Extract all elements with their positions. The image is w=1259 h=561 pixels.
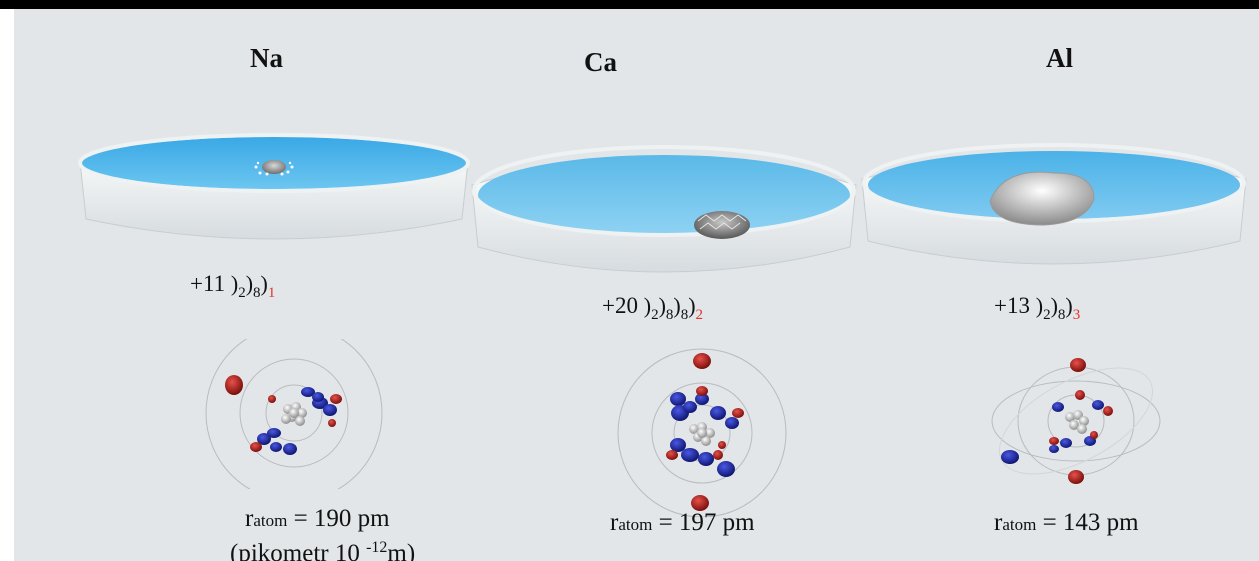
valence-electrons: 2 bbox=[695, 307, 704, 323]
electron-configuration: +13 )2)8)3 bbox=[994, 293, 1081, 323]
atomic-radius: ratom = 190 pm bbox=[245, 505, 390, 532]
picometer-note: (pikometr 10 -12m) bbox=[230, 539, 416, 561]
element-panel-na: Na bbox=[74, 9, 474, 561]
atom-model-sodium bbox=[205, 339, 383, 489]
element-symbol: Na bbox=[250, 43, 283, 73]
scene: Na bbox=[14, 9, 1259, 561]
top-border bbox=[0, 0, 1259, 9]
element-panel-ca: Ca bbox=[464, 9, 864, 561]
petri-dish-calcium bbox=[471, 145, 857, 273]
atom-model-aluminium bbox=[991, 358, 1161, 484]
element-symbol: Al bbox=[1046, 43, 1073, 73]
atomic-radius: ratom = 143 pm bbox=[994, 509, 1139, 536]
atomic-radius: ratom = 197 pm bbox=[610, 509, 755, 536]
element-panel-al: Al +13 )2 bbox=[854, 9, 1254, 561]
petri-dish-sodium bbox=[78, 133, 470, 240]
petri-dish-aluminium bbox=[861, 143, 1247, 265]
valence-electrons: 3 bbox=[1072, 307, 1081, 323]
electron-configuration: +20 )2)8)8)2 bbox=[602, 293, 704, 323]
electron-configuration: +11 )2)8)1 bbox=[190, 271, 276, 301]
valence-electrons: 1 bbox=[267, 285, 276, 301]
element-symbol: Ca bbox=[584, 47, 617, 77]
atom-model-calcium bbox=[617, 348, 787, 517]
